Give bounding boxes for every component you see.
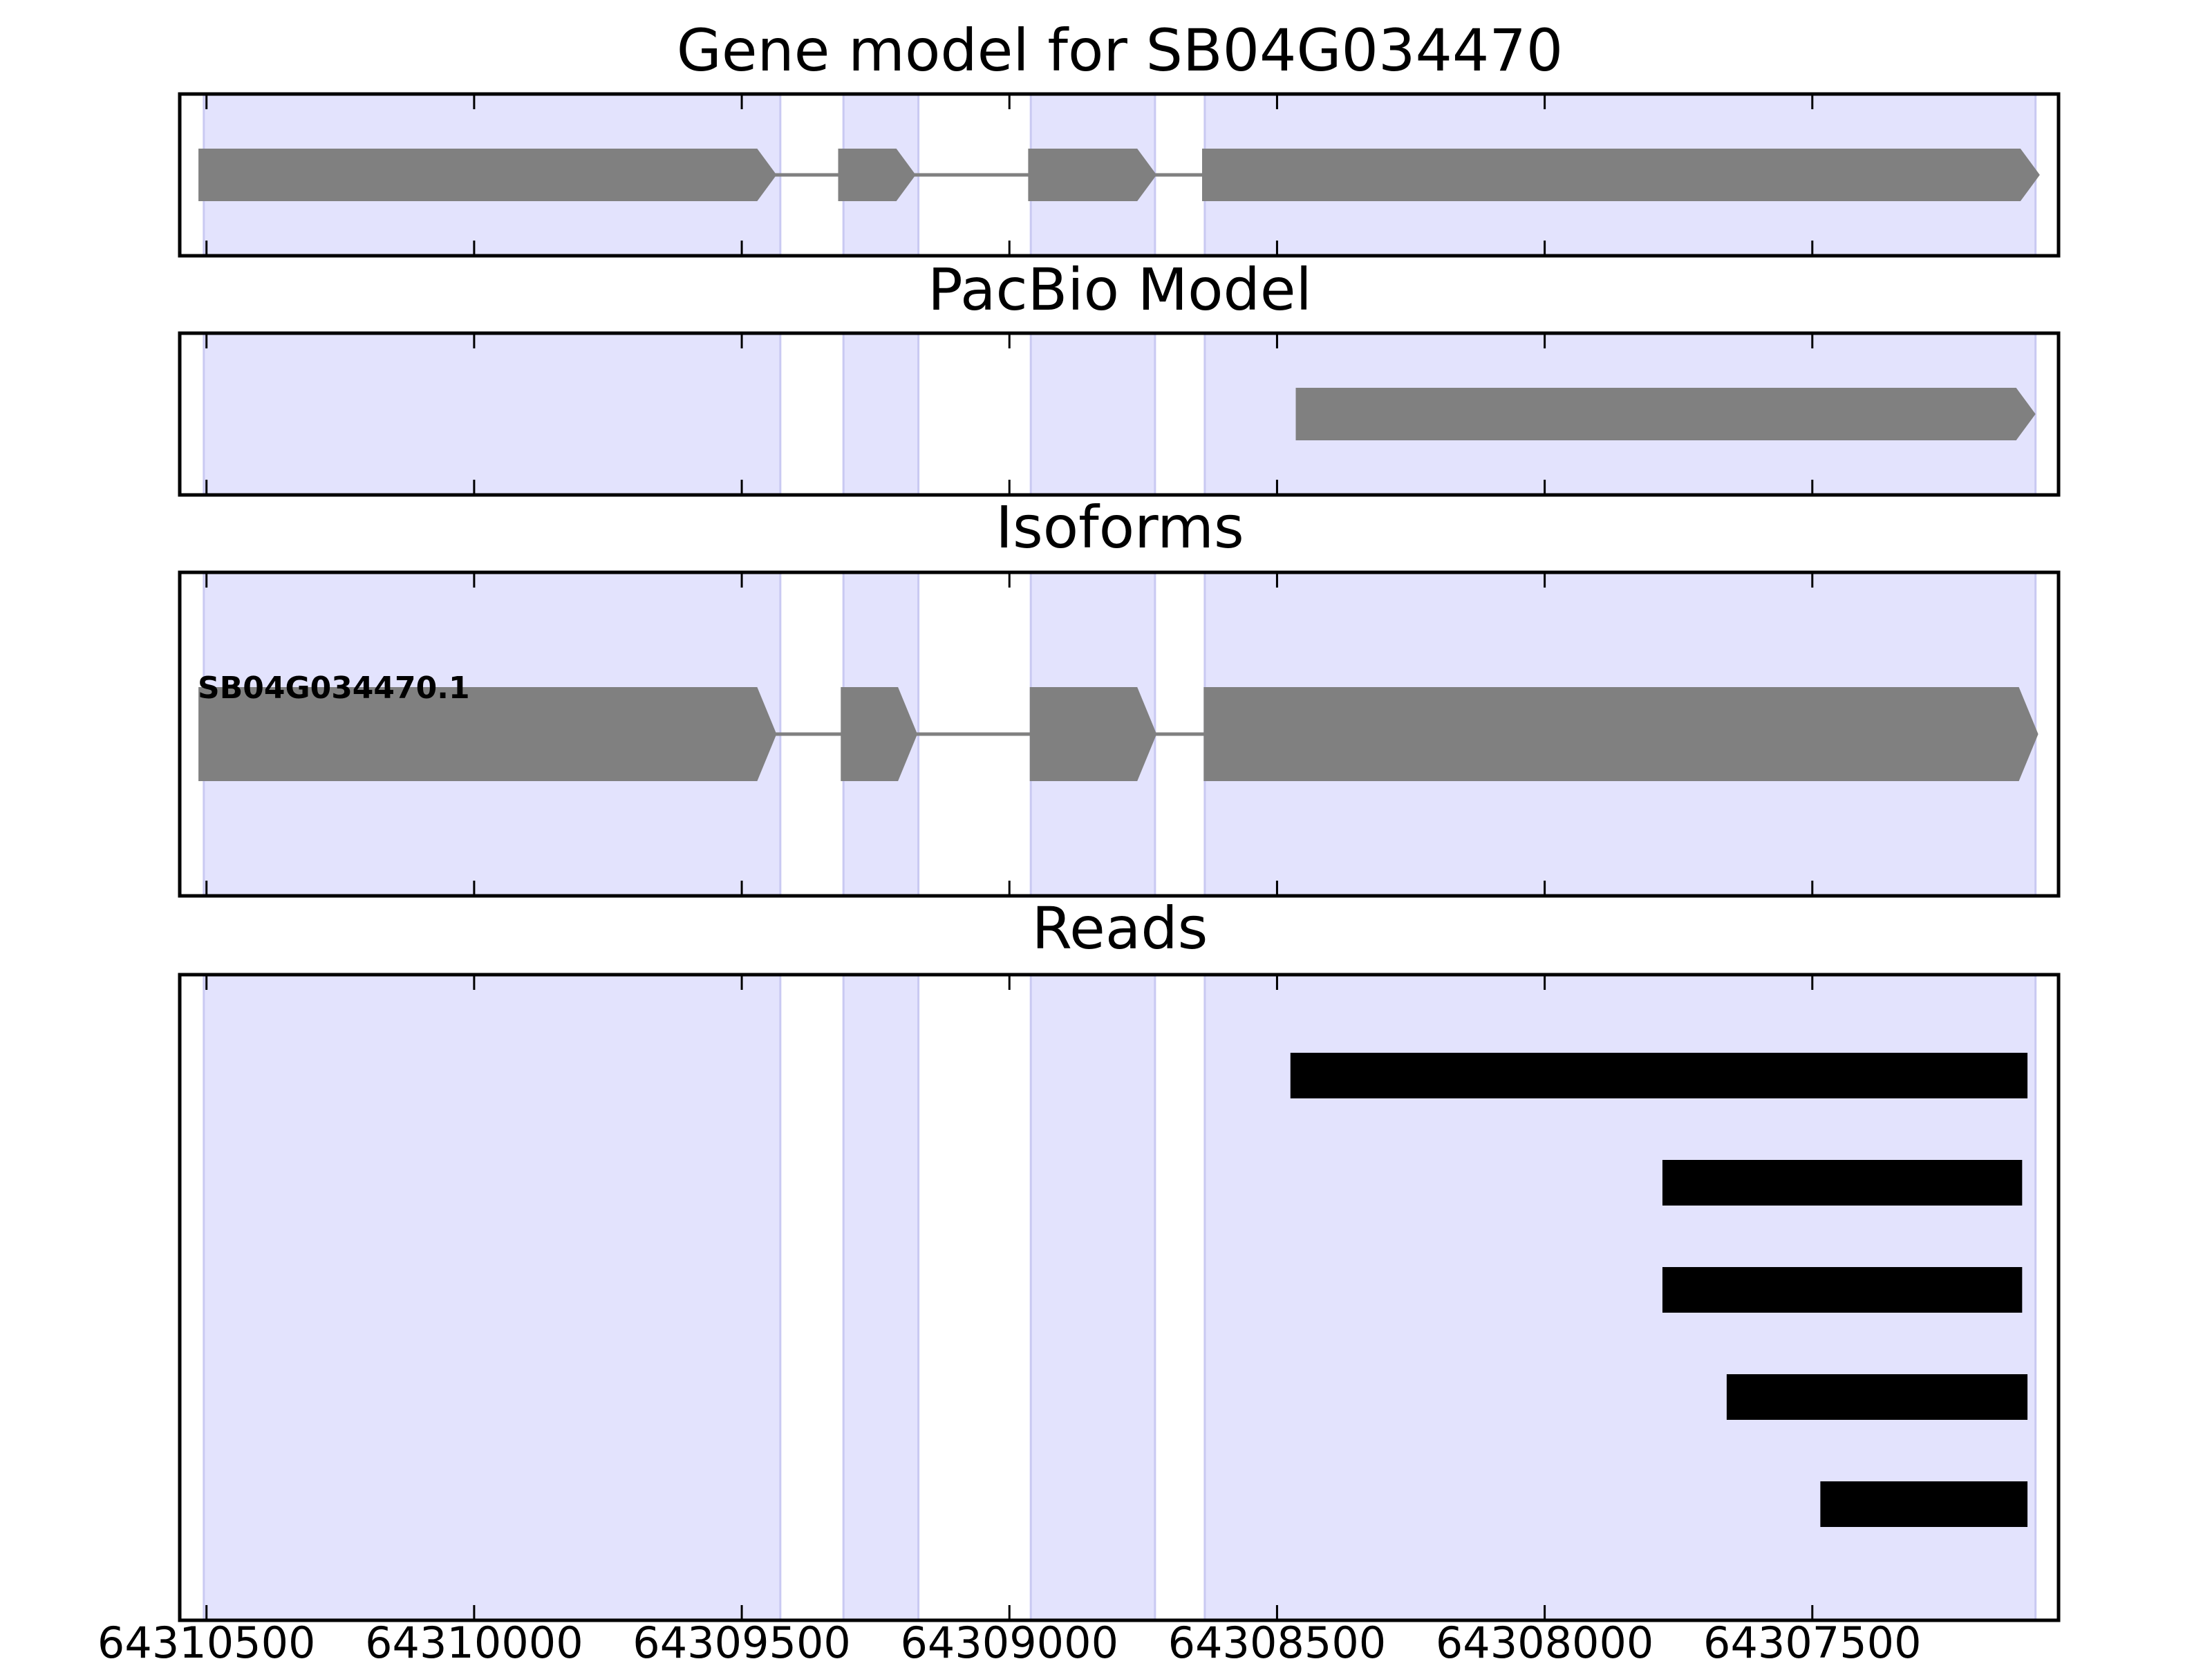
- exon-block: [198, 687, 777, 781]
- read-bar: [1290, 1053, 2028, 1098]
- reads-panel: [178, 973, 2061, 1622]
- exon-block: [1029, 687, 1157, 781]
- exon-region-shading: [1029, 973, 1156, 1622]
- panel-frame: [178, 973, 2061, 1622]
- gene-model-title: Gene model for SB04G034470: [677, 17, 1563, 84]
- exon-block: [1028, 149, 1157, 201]
- panel-frame: [178, 92, 2061, 258]
- isoform-label: SB04G034470.1: [198, 671, 470, 706]
- reads-title: Reads: [1032, 894, 1208, 962]
- x-tick-label: 64309500: [632, 1618, 851, 1659]
- x-tick-label: 64308500: [1168, 1618, 1387, 1659]
- exon-region-shading: [842, 973, 920, 1622]
- gene-model-panel: [178, 92, 2061, 258]
- read-bar: [1662, 1267, 2023, 1313]
- read-bar: [1726, 1374, 2028, 1420]
- read-bar: [1662, 1160, 2023, 1206]
- exon-region-shading: [203, 332, 782, 496]
- x-tick-label: 64310500: [97, 1618, 316, 1659]
- exon-region-shading: [842, 332, 920, 496]
- exon-block: [838, 149, 916, 201]
- exon-region-shading: [1029, 332, 1156, 496]
- x-tick-label: 64308000: [1436, 1618, 1654, 1659]
- pacbio-model-title: PacBio Model: [928, 256, 1312, 324]
- x-tick-label: 64309000: [900, 1618, 1118, 1659]
- exon-block: [1202, 149, 2040, 201]
- exon-region-shading: [203, 973, 782, 1622]
- panel-frame: [178, 570, 2061, 898]
- isoforms-panel: SB04G034470.1: [178, 570, 2061, 898]
- x-tick-label: 64307500: [1703, 1618, 1922, 1659]
- exon-block: [1295, 388, 2036, 440]
- x-axis-tick-labels: 64310500 64310000 64309500 64309000 64308500…: [97, 1618, 1922, 1659]
- pacbio-model-panel: [178, 331, 2061, 497]
- isoforms-title: Isoforms: [995, 494, 1244, 561]
- exon-block: [841, 687, 918, 781]
- exon-block: [1203, 687, 2038, 781]
- read-bar: [1820, 1481, 2028, 1527]
- exon-block: [198, 149, 777, 201]
- panel-frame: [178, 331, 2061, 497]
- x-tick-label: 64310000: [365, 1618, 583, 1659]
